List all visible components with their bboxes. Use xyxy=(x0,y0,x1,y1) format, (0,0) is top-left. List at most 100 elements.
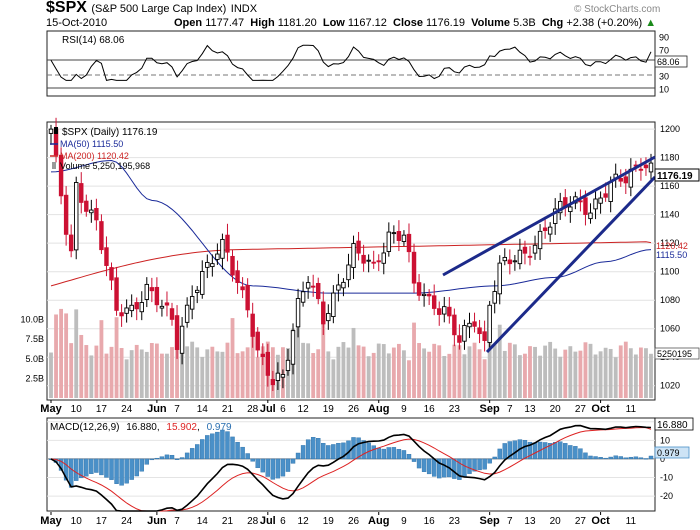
volume-bar xyxy=(170,347,174,398)
symbol-fullname: (S&P 500 Large Cap Index) xyxy=(91,3,227,15)
date-tick-label: 20 xyxy=(550,516,562,527)
macd-hist-bar xyxy=(638,457,644,460)
close-price-badge xyxy=(654,168,700,182)
volume-bar xyxy=(452,344,457,398)
date-tick-label: 23 xyxy=(449,404,461,415)
candle-body xyxy=(406,233,412,253)
candlesticks xyxy=(48,117,654,391)
macd-line xyxy=(50,424,652,512)
candle-body xyxy=(245,285,250,311)
macd-hist-bar xyxy=(235,441,240,460)
macd-hist-bar xyxy=(457,458,462,480)
date-tick-label: 28 xyxy=(247,404,259,415)
price-panel: $SPX (Daily) 1176.19 MA(50) 1115.50 MA(2… xyxy=(20,117,700,401)
candle-body xyxy=(502,256,507,262)
candle-body xyxy=(527,255,533,258)
candle-body xyxy=(593,198,598,210)
macd-hist-bar xyxy=(633,456,639,460)
macd-hist-bar xyxy=(573,446,578,460)
macd-hist-bar xyxy=(341,442,346,460)
candle-body xyxy=(371,261,376,264)
volume-bar xyxy=(417,343,421,398)
candle-body xyxy=(512,260,518,263)
macd-hist-bar xyxy=(134,458,139,477)
volume-label: Volume xyxy=(471,17,511,29)
volume-bar xyxy=(361,346,366,398)
macd-hist-bar xyxy=(502,443,507,460)
volume-bar xyxy=(412,322,416,398)
macd-hist-bar xyxy=(416,458,422,469)
candle-body xyxy=(154,286,160,306)
volume-bar xyxy=(134,344,139,398)
volume-bar xyxy=(447,353,452,398)
date-tick-label: 19 xyxy=(323,516,335,527)
volume-bar xyxy=(79,334,84,398)
date-tick-label: 11 xyxy=(626,404,637,415)
candle-body xyxy=(532,244,538,254)
macd-hist-bar xyxy=(159,456,165,460)
volume-bar xyxy=(492,344,497,398)
symbol-ticker: $SPX xyxy=(46,0,87,16)
date-tick-label: 13 xyxy=(524,516,536,527)
candle-body xyxy=(568,206,573,213)
date-tick-label: Aug xyxy=(368,403,389,415)
candle-body xyxy=(290,330,296,365)
date-tick-label: 17 xyxy=(96,404,108,415)
volume-bar xyxy=(336,346,341,398)
macd-hist-bar xyxy=(547,443,553,460)
macd-hist-bar xyxy=(376,447,381,460)
rsi-frame xyxy=(46,30,656,97)
macd-hist-bar xyxy=(270,458,276,480)
candle-body xyxy=(482,331,487,341)
volume-bar xyxy=(316,349,321,398)
volume-right-label: 5250195 xyxy=(657,349,692,359)
volume-bar xyxy=(391,347,396,398)
volume-bar xyxy=(54,314,58,398)
volume-bar xyxy=(89,355,94,398)
chg-label: Chg xyxy=(541,17,564,29)
volume-bar xyxy=(628,348,633,398)
macd-hist-bar xyxy=(169,454,175,460)
candle-body xyxy=(578,200,583,203)
candle-body xyxy=(139,302,144,313)
macd-hist-bar xyxy=(94,458,99,473)
legend-symbol: $SPX (Daily) 1176.19 xyxy=(62,127,158,138)
candle-body xyxy=(250,313,255,337)
candle-body xyxy=(623,176,629,184)
candle-body xyxy=(331,292,336,318)
candle-body xyxy=(265,351,271,376)
macd-histogram xyxy=(48,429,654,488)
candle-body xyxy=(230,255,235,276)
date-tick-label: 7 xyxy=(174,404,180,415)
candle-body xyxy=(648,162,654,173)
macd-hist-bar xyxy=(522,440,528,460)
date-tick-label: 17 xyxy=(96,516,108,527)
macd-hist-bar xyxy=(442,458,447,478)
volume-bar xyxy=(175,321,179,398)
volume-bar xyxy=(351,327,356,398)
volume-bar xyxy=(225,342,230,398)
date-tick-label: 23 xyxy=(449,516,461,527)
price-tick-label: 1080 xyxy=(660,295,680,305)
rsi-current-badge xyxy=(654,55,688,68)
macd-hist-bar xyxy=(109,458,114,480)
volume-bar xyxy=(341,342,346,398)
candle-body xyxy=(341,281,346,289)
macd-hist-bar xyxy=(563,443,568,460)
macd-hist-bar xyxy=(356,437,361,460)
price-tick-label: 1140 xyxy=(660,210,679,220)
volume-bar xyxy=(396,343,401,398)
volume-bar xyxy=(331,359,336,398)
date-tick-label: 12 xyxy=(298,516,310,527)
candle-body xyxy=(114,277,119,311)
macd-hist-bar xyxy=(114,458,119,484)
candle-body xyxy=(210,263,215,268)
date-tick-label: 24 xyxy=(121,516,133,527)
candle-body xyxy=(421,293,427,297)
candle-body xyxy=(159,305,165,309)
date-tick-label: 21 xyxy=(222,404,234,415)
macd-hist-bar xyxy=(336,443,341,460)
volume-bar xyxy=(119,348,124,398)
macd-hist-bar xyxy=(578,448,583,460)
date-tick-label: Oct xyxy=(591,515,610,527)
